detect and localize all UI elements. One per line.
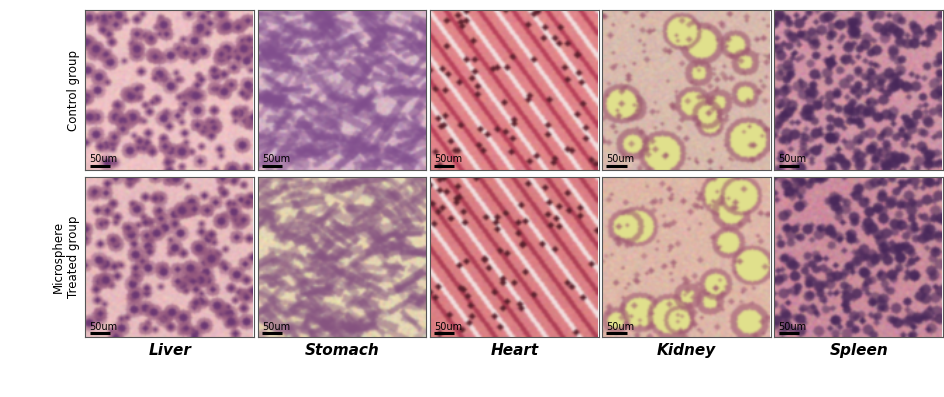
Text: Liver: Liver bbox=[148, 343, 191, 358]
Text: Heart: Heart bbox=[490, 343, 538, 358]
Text: 50um: 50um bbox=[261, 154, 290, 164]
Text: Kidney: Kidney bbox=[656, 343, 716, 358]
Text: 50um: 50um bbox=[778, 154, 806, 164]
Text: 50um: 50um bbox=[778, 322, 806, 331]
Text: 50um: 50um bbox=[90, 322, 118, 331]
Text: 50um: 50um bbox=[433, 322, 462, 331]
Text: Microsphere
Treated group: Microsphere Treated group bbox=[52, 216, 80, 298]
Text: 50um: 50um bbox=[433, 154, 462, 164]
Text: Stomach: Stomach bbox=[304, 343, 379, 358]
Text: 50um: 50um bbox=[606, 154, 633, 164]
Text: Spleen: Spleen bbox=[829, 343, 887, 358]
Text: 50um: 50um bbox=[90, 154, 118, 164]
Text: Control group: Control group bbox=[67, 50, 80, 131]
Text: 50um: 50um bbox=[606, 322, 633, 331]
Text: 50um: 50um bbox=[261, 322, 290, 331]
